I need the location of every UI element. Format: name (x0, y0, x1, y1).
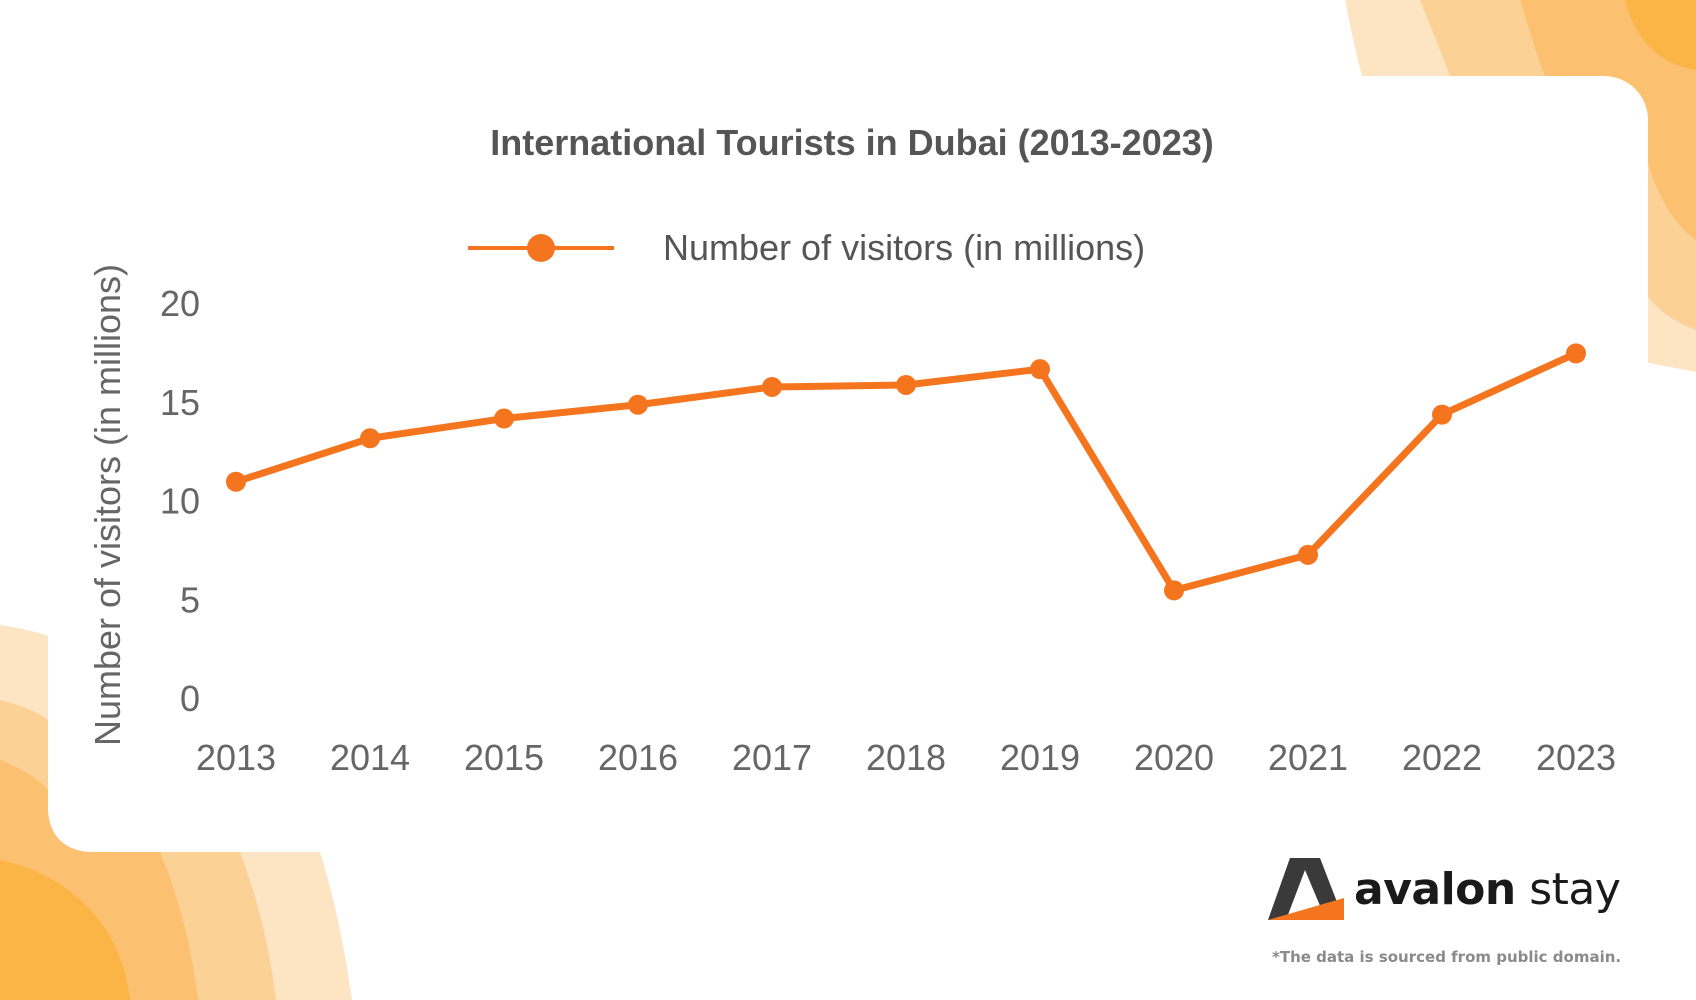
brand-name-light: stay (1529, 863, 1621, 915)
y-tick-label: 10 (160, 481, 200, 522)
x-tick-label: 2017 (732, 737, 812, 778)
avalon-logo-icon (1268, 858, 1344, 920)
bottom-left-waves (0, 625, 352, 1000)
brand-name-bold: avalon (1354, 863, 1516, 915)
data-point (896, 374, 916, 395)
data-point (628, 394, 648, 415)
series-layer (226, 343, 1586, 601)
data-point (360, 428, 380, 449)
data-point (494, 408, 514, 429)
legend: Number of visitors (in millions) (468, 227, 1145, 268)
y-tick-label: 0 (180, 678, 200, 719)
y-axis-ticks: 0 5 10 15 20 (160, 283, 200, 719)
data-point (1164, 580, 1184, 601)
data-point (762, 376, 782, 397)
y-tick-label: 20 (160, 283, 200, 324)
y-tick-label: 15 (160, 382, 200, 423)
brand-logo: avalon stay (1268, 858, 1621, 920)
data-point (1432, 404, 1452, 425)
x-tick-label: 2019 (1000, 737, 1080, 778)
x-tick-label: 2014 (330, 737, 410, 778)
x-tick-label: 2022 (1402, 737, 1482, 778)
y-axis-label: Number of visitors (in millions) (87, 264, 128, 746)
x-tick-label: 2016 (598, 737, 678, 778)
data-point (1566, 343, 1586, 364)
x-tick-label: 2020 (1134, 737, 1214, 778)
data-point (1030, 359, 1050, 380)
legend-dot-marker (527, 234, 555, 262)
x-tick-label: 2021 (1268, 737, 1348, 778)
x-tick-label: 2013 (196, 737, 276, 778)
brand-name: avalon stay (1354, 863, 1621, 915)
data-point (226, 471, 246, 492)
legend-label: Number of visitors (in millions) (663, 227, 1145, 268)
chart-card (48, 76, 1648, 852)
x-tick-label: 2023 (1536, 737, 1616, 778)
footnote: *The data is sourced from public domain. (1272, 948, 1622, 966)
x-tick-label: 2015 (464, 737, 544, 778)
x-tick-label: 2018 (866, 737, 946, 778)
x-axis-ticks: 2013 2014 2015 2016 2017 2018 2019 2020 2021 2022… (196, 737, 1616, 778)
chart-title: International Tourists in Dubai (2013-20… (490, 122, 1214, 163)
y-tick-label: 5 (180, 579, 200, 620)
data-point (1298, 544, 1318, 565)
